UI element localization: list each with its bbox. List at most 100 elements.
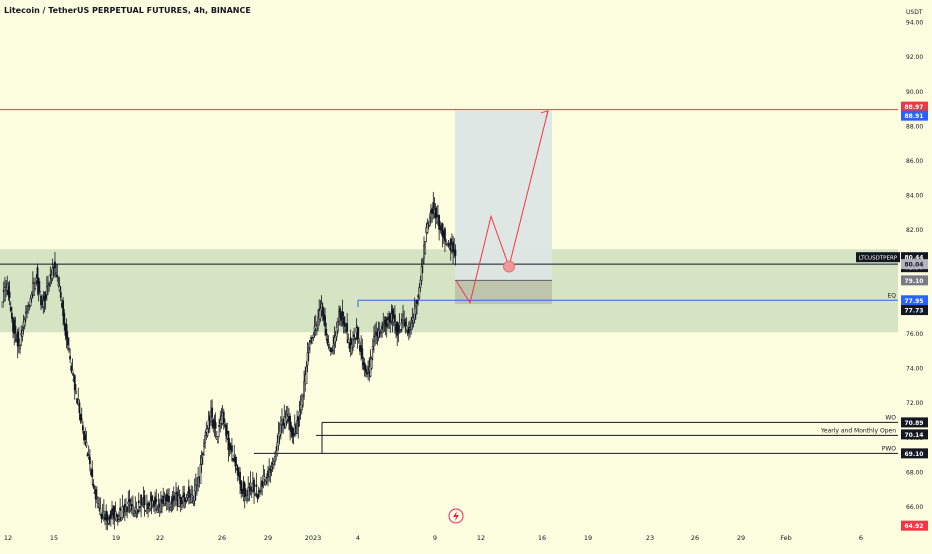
candle-body xyxy=(302,395,304,406)
candle-body xyxy=(9,307,12,311)
candle-body xyxy=(122,510,125,513)
candle-body xyxy=(447,243,450,246)
candle-body xyxy=(419,279,422,288)
tag-pmo: 80.04 xyxy=(905,262,924,269)
candle-body xyxy=(432,202,435,209)
candle-body xyxy=(201,453,204,455)
candle-body xyxy=(380,332,382,334)
candle-body xyxy=(63,312,66,325)
zone-rect xyxy=(0,249,898,333)
y-tick-label: 68.00 xyxy=(906,469,923,476)
candle-body xyxy=(412,317,415,324)
candle-body xyxy=(194,485,197,493)
candle-body xyxy=(352,339,354,348)
candle-body xyxy=(129,505,132,511)
candle-body xyxy=(336,320,339,332)
candle-body xyxy=(339,308,342,318)
candle-body xyxy=(100,513,103,519)
candle-body xyxy=(374,334,376,337)
candle-body xyxy=(222,411,225,423)
tag-target-bg xyxy=(901,110,928,121)
candle-body xyxy=(203,443,205,447)
candle-body xyxy=(95,496,98,499)
tag-red-level-bg xyxy=(901,101,928,112)
candle-body xyxy=(170,501,173,505)
x-tick-label: 16 xyxy=(538,534,546,542)
candle-body xyxy=(353,334,356,337)
candle-body xyxy=(377,329,380,338)
candle-body xyxy=(48,283,51,286)
candle-body xyxy=(7,285,10,296)
level-label-5: PWO xyxy=(882,445,897,452)
candle-body xyxy=(66,338,69,346)
candle-body xyxy=(150,495,153,504)
y-tick-label: 88.00 xyxy=(906,123,923,130)
candle-body xyxy=(136,509,139,513)
candle-body xyxy=(26,309,28,312)
level-label-2: EQ xyxy=(887,292,896,299)
candle-body xyxy=(87,455,90,458)
candle-body xyxy=(312,334,315,339)
candle-body xyxy=(438,214,441,230)
y-tick-label: 74.00 xyxy=(906,366,923,373)
candle-body xyxy=(441,223,444,237)
candle-body xyxy=(296,420,299,434)
candle-body xyxy=(58,285,61,291)
candle-body xyxy=(268,469,271,478)
candle-body xyxy=(137,500,140,504)
candle-body xyxy=(231,445,233,453)
candle-body xyxy=(30,294,33,299)
candle-body xyxy=(253,479,255,493)
candle-body xyxy=(119,507,122,511)
candle-body xyxy=(24,311,27,314)
candle-body xyxy=(29,298,32,307)
candle-body xyxy=(140,494,143,506)
candle-body xyxy=(62,300,65,317)
candle-body xyxy=(106,513,109,521)
candle-body xyxy=(269,468,272,473)
x-tick-label: 12 xyxy=(4,534,12,542)
candle-body xyxy=(190,494,193,503)
candle-body xyxy=(161,498,163,504)
candle-body xyxy=(75,390,77,395)
stop-box xyxy=(455,280,552,305)
candle-body xyxy=(254,493,257,496)
candle-body xyxy=(206,428,209,436)
candle-body xyxy=(97,503,99,508)
candle-body xyxy=(307,347,310,350)
lightning-icon[interactable] xyxy=(448,508,464,524)
candle-body xyxy=(416,300,418,304)
candle-body xyxy=(298,411,301,416)
candle-body xyxy=(78,402,81,414)
candle-body xyxy=(169,507,172,511)
candle-body xyxy=(54,261,56,269)
price-axis[interactable] xyxy=(900,0,932,550)
candle-body xyxy=(102,510,105,518)
candle-body xyxy=(399,328,402,331)
candle-body xyxy=(334,335,337,342)
level-label-4: Yearly and Monthly Open xyxy=(820,427,896,434)
candle-body xyxy=(270,466,273,470)
candle-body xyxy=(4,287,6,302)
candle-body xyxy=(391,309,394,322)
candle-body xyxy=(261,480,264,487)
tag-wo: 70.89 xyxy=(905,420,924,427)
candle-body xyxy=(378,329,381,332)
candle-body xyxy=(207,419,210,429)
candle-body xyxy=(149,500,152,510)
candle-body xyxy=(255,484,258,487)
candle-body xyxy=(10,312,13,319)
candle-body xyxy=(403,319,406,322)
candle-body xyxy=(185,496,188,501)
candle-body xyxy=(272,460,275,465)
candle-body xyxy=(132,505,134,516)
candle-body xyxy=(329,347,332,352)
x-tick-label: 29 xyxy=(264,534,272,542)
candle-body xyxy=(367,371,370,374)
candle-body xyxy=(199,464,202,484)
y-tick-label: 66.00 xyxy=(906,504,923,511)
candle-body xyxy=(265,476,268,479)
candle-body xyxy=(70,365,73,372)
